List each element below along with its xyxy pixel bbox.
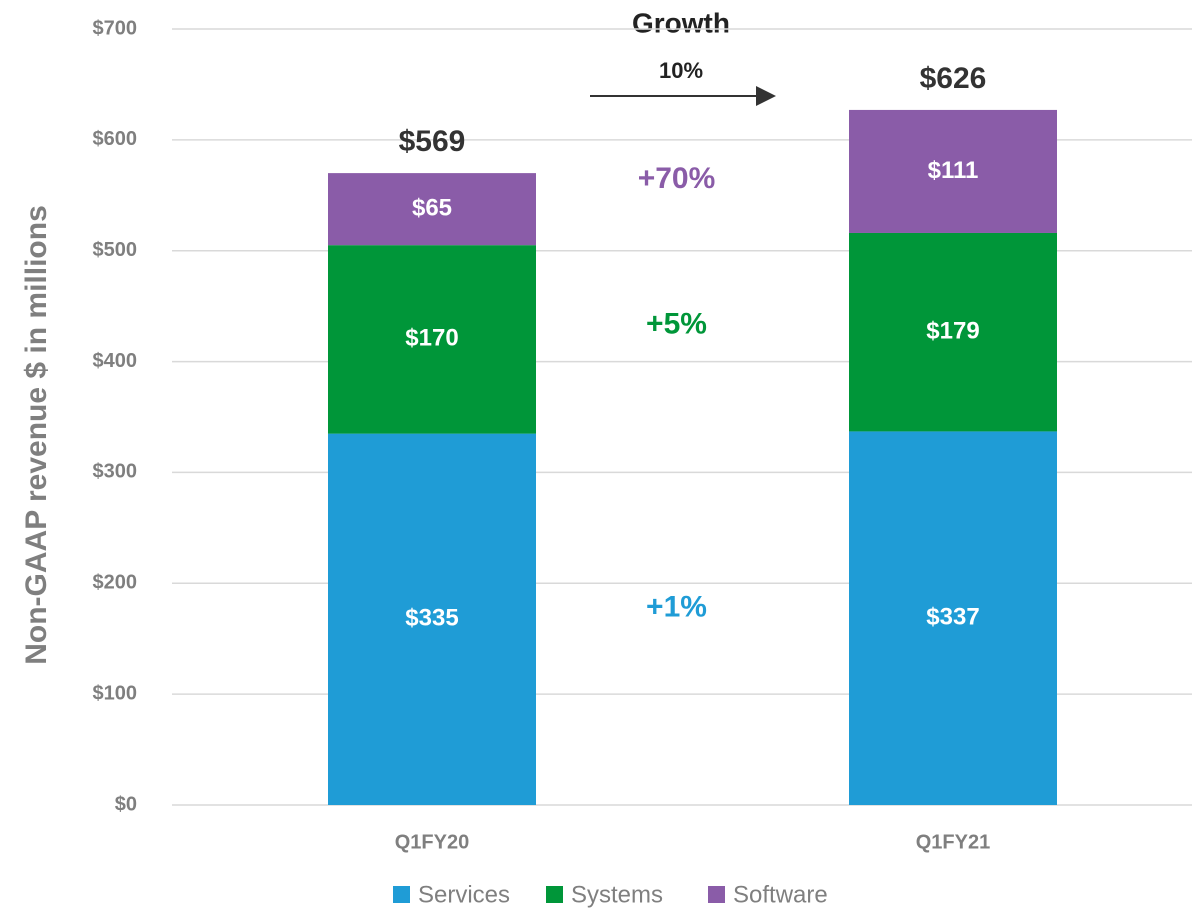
value-label: $337 bbox=[926, 604, 979, 631]
bar-segment bbox=[849, 109, 1057, 233]
bar-segment bbox=[849, 431, 1057, 805]
legend-swatch bbox=[546, 886, 563, 903]
value-label: $335 bbox=[405, 605, 458, 632]
bar-segment bbox=[328, 173, 536, 246]
y-tick-label: $0 bbox=[115, 793, 137, 815]
growth-label: +1% bbox=[646, 591, 707, 624]
y-tick-label: $600 bbox=[93, 128, 138, 150]
legend-label: Services bbox=[418, 881, 510, 908]
value-label: $179 bbox=[926, 318, 979, 345]
y-tick-label: $300 bbox=[93, 461, 138, 483]
legend-label: Software bbox=[733, 881, 828, 908]
growth-label: +70% bbox=[638, 162, 716, 195]
value-label: $170 bbox=[405, 325, 458, 352]
total-label: $569 bbox=[399, 125, 466, 158]
y-tick-label: $400 bbox=[93, 350, 138, 372]
growth-label: +5% bbox=[646, 308, 707, 341]
x-tick-label: Q1FY20 bbox=[395, 831, 469, 853]
bar-segment bbox=[328, 433, 536, 805]
total-label: $626 bbox=[920, 62, 987, 95]
annotation-text: 10% bbox=[659, 58, 703, 83]
y-tick-label: $100 bbox=[93, 682, 138, 704]
legend-label: Systems bbox=[571, 881, 663, 908]
annotation-title: Growth bbox=[632, 7, 730, 38]
bar-segment bbox=[328, 245, 536, 434]
value-label: $111 bbox=[928, 157, 979, 184]
x-tick-label: Q1FY21 bbox=[916, 831, 990, 853]
y-tick-label: $500 bbox=[93, 239, 138, 261]
value-label: $65 bbox=[412, 194, 452, 221]
y-tick-label: $700 bbox=[93, 17, 138, 39]
legend-swatch bbox=[708, 886, 725, 903]
y-axis-label: Non-GAAP revenue $ in millions bbox=[20, 205, 53, 665]
y-tick-label: $200 bbox=[93, 572, 138, 594]
bar-segment bbox=[849, 232, 1057, 432]
legend-swatch bbox=[393, 886, 410, 903]
